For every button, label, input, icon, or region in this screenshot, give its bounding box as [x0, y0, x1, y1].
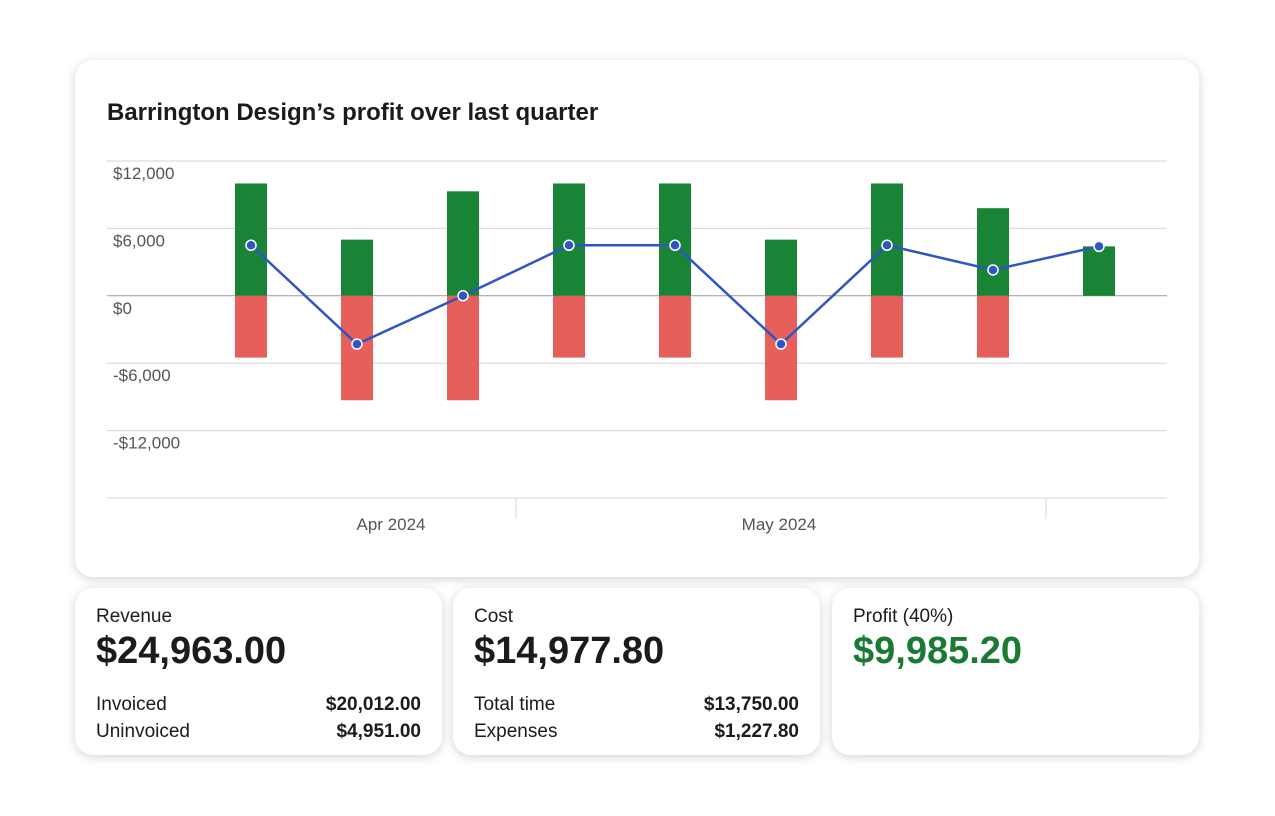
y-tick-label: $12,000 — [113, 164, 174, 183]
card-amount: $24,963.00 — [96, 630, 287, 672]
card-amount: $9,985.20 — [853, 630, 1023, 672]
bar — [447, 191, 479, 296]
profit-point — [881, 239, 893, 251]
row-value: $20,012.00 — [325, 694, 421, 715]
row-label: Invoiced — [96, 694, 167, 715]
y-tick-label: -$6,000 — [113, 366, 171, 385]
profit-point — [1093, 240, 1105, 253]
row-value: $1,227.80 — [714, 721, 799, 742]
card-row: Total time $13,750.00 — [474, 691, 799, 718]
bar — [235, 295, 267, 358]
profit-point — [351, 338, 363, 350]
profit-point — [245, 239, 257, 251]
bar — [871, 295, 903, 358]
row-label: Total time — [474, 694, 556, 715]
card-row: Invoiced $20,012.00 — [96, 691, 421, 718]
card-title: Revenue — [96, 606, 173, 627]
row-value: $13,750.00 — [703, 694, 799, 715]
card-title: Profit (40%) — [853, 606, 954, 627]
bar — [977, 295, 1009, 358]
row-label: Expenses — [474, 721, 558, 742]
bar — [341, 239, 373, 296]
bar — [659, 295, 691, 358]
card-rows: Invoiced $20,012.00 Uninvoiced $4,951.00 — [96, 691, 421, 745]
profit-point — [563, 239, 575, 251]
profit-point — [669, 239, 681, 251]
bar — [765, 239, 797, 296]
row-value: $4,951.00 — [336, 721, 421, 742]
summary-card: Profit (40%) $9,985.20 — [832, 588, 1199, 755]
profit-point — [457, 290, 469, 302]
card-row: Uninvoiced $4,951.00 — [96, 718, 421, 745]
x-month-label: May 2024 — [742, 515, 817, 534]
card-rows: Total time $13,750.00 Expenses $1,227.80 — [474, 691, 799, 745]
card-title: Cost — [474, 606, 514, 627]
card-row: Expenses $1,227.80 — [474, 718, 799, 745]
summary-card: Revenue $24,963.00 Invoiced $20,012.00 Uninv… — [75, 588, 442, 755]
y-tick-label: -$12,000 — [113, 434, 180, 453]
card-amount: $14,977.80 — [474, 630, 665, 672]
y-tick-label: $0 — [113, 299, 132, 318]
summary-card: Cost $14,977.80 Total time $13,750.00 Expens… — [453, 588, 820, 755]
bar — [1083, 246, 1115, 296]
chart-title: Barrington Design’s profit over last qua… — [107, 99, 598, 126]
row-label: Uninvoiced — [96, 721, 190, 742]
y-tick-label: $6,000 — [113, 231, 165, 250]
x-month-label: Apr 2024 — [357, 515, 426, 534]
profit-point — [987, 264, 999, 276]
bar — [447, 295, 479, 401]
bar — [977, 208, 1009, 296]
profit-point — [775, 338, 787, 350]
chart: Barrington Design’s profit over last qua… — [107, 99, 1167, 534]
bar — [553, 295, 585, 358]
